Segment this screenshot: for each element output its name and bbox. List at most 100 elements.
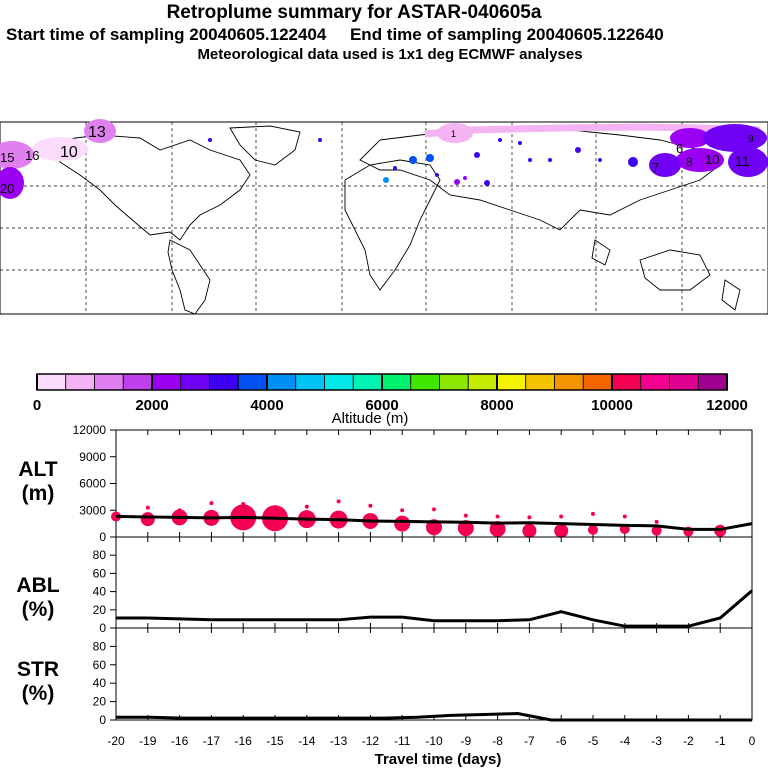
colorbar-segment xyxy=(669,373,699,391)
plume-label: 11 xyxy=(735,153,750,169)
series-line-abl xyxy=(116,589,753,628)
altitude-range-marker xyxy=(495,514,500,519)
x-tick-label: -19 xyxy=(139,734,157,748)
colorbar-segment xyxy=(295,373,325,391)
y-axis-unit: (m) xyxy=(22,482,55,505)
altitude-range-marker xyxy=(622,514,627,519)
altitude-point xyxy=(457,520,474,537)
altitude-range-marker xyxy=(400,508,405,513)
y-tick-label: 80 xyxy=(93,639,107,653)
colorbar-title: Altitude (m) xyxy=(332,410,409,427)
start-time: Start time of sampling 20040605.122404 xyxy=(6,25,327,44)
x-tick-label: -14 xyxy=(298,734,316,748)
plume-label: 16 xyxy=(25,148,39,163)
y-axis-unit: (%) xyxy=(22,598,55,621)
y-tick-label: 0 xyxy=(99,530,106,544)
colorbar-segment xyxy=(525,373,555,391)
colorbar-tick-label: 2000 xyxy=(135,397,168,414)
colorbar-tick-label: 8000 xyxy=(480,397,513,414)
y-axis-label: STR xyxy=(17,658,59,681)
colorbar-tick-label: 6000 xyxy=(365,397,398,414)
plume-label: 13 xyxy=(88,124,106,141)
y-axis-label: ABL xyxy=(16,574,59,597)
colorbar-segment xyxy=(697,373,728,391)
altitude-range-marker xyxy=(209,501,214,506)
altitude-range-marker xyxy=(368,503,373,508)
colorbar-tick-label: 0 xyxy=(33,397,41,414)
colorbar-segment xyxy=(582,373,613,391)
x-tick-label: -3 xyxy=(651,734,662,748)
colorbar-segment xyxy=(151,373,182,391)
colorbar-tick-label: 12000 xyxy=(706,397,748,414)
colorbar-segment xyxy=(94,373,124,391)
met-data-note: Meteorological data used is 1x1 deg ECMW… xyxy=(197,46,583,63)
plume-label: 9 xyxy=(748,134,754,145)
colorbar-tick-label: 4000 xyxy=(250,397,283,414)
colorbar-segment xyxy=(36,373,67,391)
x-tick-label: -8 xyxy=(492,734,503,748)
retroplume-track xyxy=(0,119,768,199)
x-tick-label: -2 xyxy=(683,734,694,748)
panel-alt: 12000 9000 6000 3000 0 ALT(m) xyxy=(18,423,753,544)
x-tick-label: -7 xyxy=(524,734,535,748)
panel-str: 80 60 40 20 0 STR(%) xyxy=(17,627,753,727)
colorbar-segment xyxy=(381,373,412,391)
altitude-point xyxy=(522,523,537,538)
x-tick-label: -10 xyxy=(425,734,443,748)
altitude-point xyxy=(554,523,569,538)
y-axis-unit: (%) xyxy=(22,682,55,705)
colorbar-tick-label: 10000 xyxy=(591,397,633,414)
end-time: End time of sampling 20040605.122640 xyxy=(349,25,664,44)
panel-frame xyxy=(115,536,753,629)
altitude-point xyxy=(394,515,411,532)
plume-label: 1 xyxy=(451,129,456,139)
series-line-alt xyxy=(115,514,753,531)
y-tick-label: 12000 xyxy=(73,423,107,437)
altitude-range-marker xyxy=(304,504,309,509)
x-tick-label: -20 xyxy=(107,734,125,748)
colorbar-segment xyxy=(352,373,383,391)
time-series-panels: 120009000600030000ALT(m)806040200ABL(%)8… xyxy=(16,423,755,748)
altitude-range-marker xyxy=(336,499,341,504)
y-tick-label: 60 xyxy=(93,658,107,672)
x-tick-label: -6 xyxy=(556,734,567,748)
altitude-point xyxy=(140,512,155,527)
x-tick-label: -1 xyxy=(715,734,726,748)
colorbar-segment xyxy=(209,373,239,391)
y-tick-label: 3000 xyxy=(79,503,106,517)
y-tick-label: 80 xyxy=(93,548,107,562)
colorbar-segment xyxy=(324,373,354,391)
y-tick-label: 40 xyxy=(93,585,107,599)
x-tick-label: -15 xyxy=(266,734,284,748)
x-tick-label: -9 xyxy=(460,734,471,748)
altitude-point xyxy=(489,520,506,537)
altitude-range-marker xyxy=(432,507,436,512)
colorbar-segment xyxy=(122,373,153,391)
plume-label: 20 xyxy=(0,181,14,196)
x-tick-label: -17 xyxy=(203,734,221,748)
colorbar-segment xyxy=(180,373,210,391)
colorbar-segment xyxy=(496,373,527,391)
plume-label: 10 xyxy=(60,144,78,161)
plume-label: 7 xyxy=(652,160,659,175)
x-tick-label: -16 xyxy=(235,734,253,748)
altitude-colorbar: 0 2000 4000 6000 8000 10000 12000 xyxy=(33,373,748,414)
y-tick-label: 20 xyxy=(93,603,107,617)
y-tick-label: 6000 xyxy=(79,477,106,491)
x-tick-label: -12 xyxy=(362,734,380,748)
x-tick-label: -13 xyxy=(330,734,348,748)
panel-abl: 80 60 40 20 0 ABL(%) xyxy=(16,536,753,635)
colorbar-segment xyxy=(467,373,498,391)
colorbar-segment xyxy=(410,373,440,391)
colorbar-segment xyxy=(554,373,584,391)
altitude-range-marker xyxy=(591,511,595,516)
altitude-point xyxy=(588,524,598,535)
x-tick-label: 0 xyxy=(749,734,756,748)
plume-label: 8 xyxy=(686,155,693,169)
y-tick-label: 60 xyxy=(93,566,107,580)
plume-label: 10 xyxy=(705,152,719,167)
panel-frame xyxy=(115,627,753,721)
x-axis-title: Travel time (days) xyxy=(375,751,502,768)
altitude-range-marker xyxy=(559,514,564,519)
